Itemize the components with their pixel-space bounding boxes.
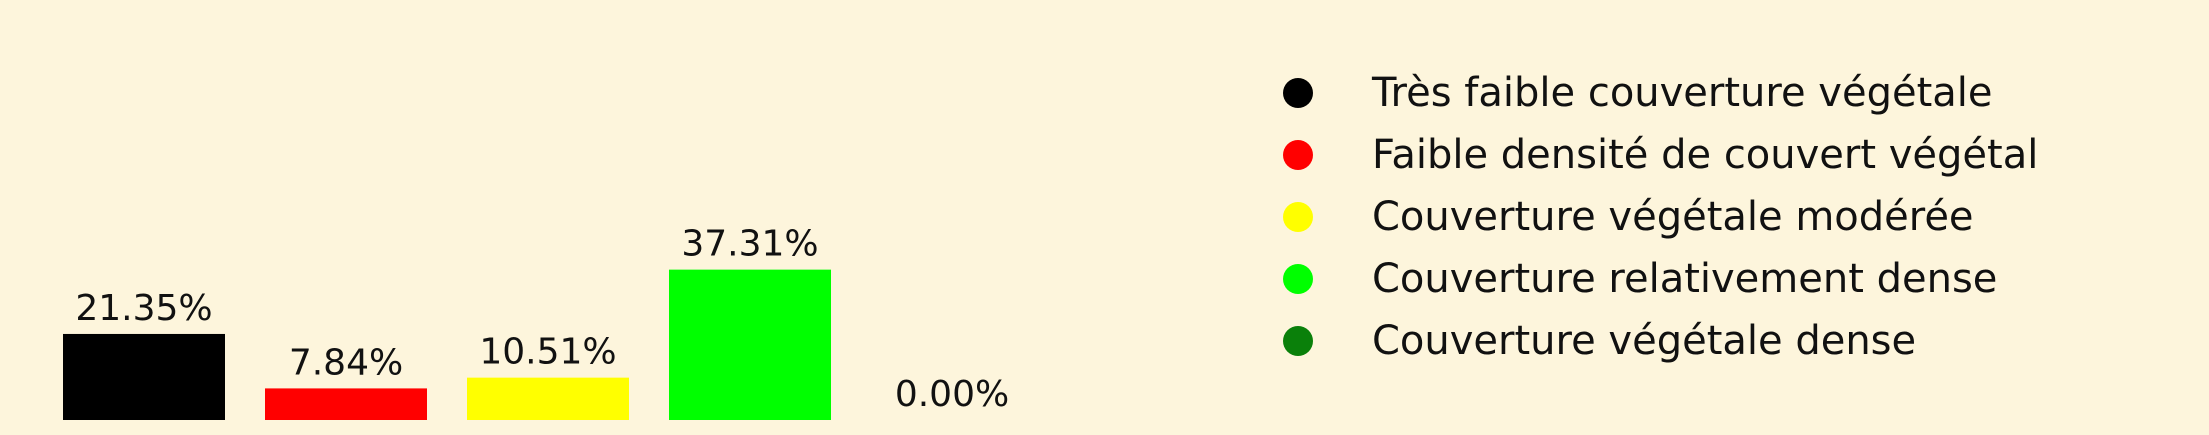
- legend: Très faible couverture végétale Faible de…: [1283, 70, 2038, 364]
- bar-value-label-1: 21.35%: [75, 288, 212, 329]
- bar-value-label-4: 37.31%: [681, 224, 818, 265]
- bars-group: 21.35% 7.84% 10.51% 37.31% 0.00%: [63, 224, 1009, 420]
- legend-label-3: Couverture végétale modérée: [1372, 194, 1974, 240]
- bar-value-label-2: 7.84%: [289, 342, 403, 383]
- bar-value-label-5: 0.00%: [895, 374, 1009, 415]
- legend-marker-5: [1283, 326, 1313, 356]
- bar-1: [63, 333, 225, 420]
- bar-4: [669, 269, 831, 420]
- bar-3: [467, 377, 629, 420]
- legend-label-2: Faible densité de couvert végétal: [1372, 132, 2038, 178]
- bar-2: [265, 388, 427, 420]
- bar-value-label-3: 10.51%: [479, 332, 616, 373]
- legend-marker-2: [1283, 140, 1313, 170]
- legend-label-1: Très faible couverture végétale: [1371, 70, 1993, 116]
- legend-marker-4: [1283, 264, 1313, 294]
- legend-marker-3: [1283, 202, 1313, 232]
- legend-marker-1: [1283, 78, 1313, 108]
- legend-label-4: Couverture relativement dense: [1372, 256, 1997, 302]
- legend-label-5: Couverture végétale dense: [1372, 318, 1916, 364]
